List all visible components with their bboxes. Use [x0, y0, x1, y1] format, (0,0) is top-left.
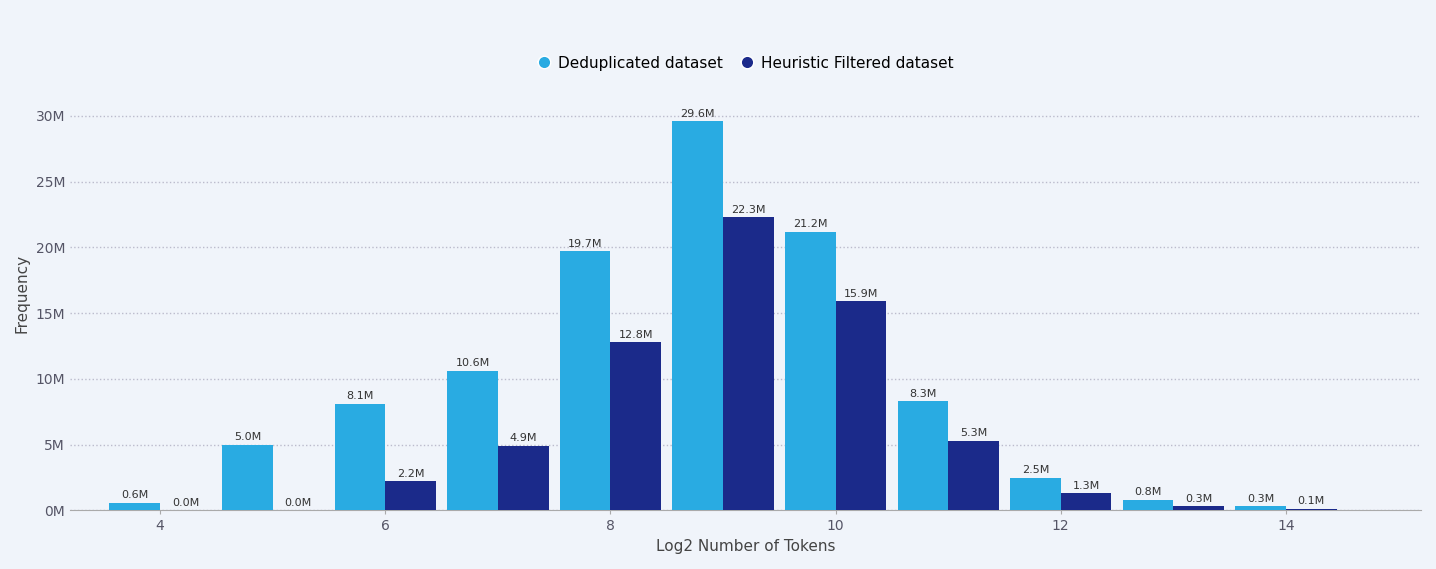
Bar — [335, 404, 385, 510]
Bar — [109, 502, 159, 510]
Text: 19.7M: 19.7M — [567, 239, 602, 249]
Text: 4.9M: 4.9M — [510, 434, 537, 443]
Text: 0.6M: 0.6M — [121, 490, 148, 500]
Text: 2.2M: 2.2M — [396, 469, 425, 479]
Bar — [836, 302, 886, 510]
Text: 15.9M: 15.9M — [844, 288, 877, 299]
Bar — [1235, 506, 1285, 510]
Bar — [610, 342, 661, 510]
Y-axis label: Frequency: Frequency — [14, 254, 30, 333]
Legend: Deduplicated dataset, Heuristic Filtered dataset: Deduplicated dataset, Heuristic Filtered… — [531, 50, 959, 77]
Bar — [385, 481, 437, 510]
Bar — [1285, 509, 1337, 510]
X-axis label: Log2 Number of Tokens: Log2 Number of Tokens — [656, 539, 836, 554]
Text: 0.3M: 0.3M — [1246, 494, 1274, 504]
Text: 29.6M: 29.6M — [681, 109, 715, 118]
Text: 0.3M: 0.3M — [1185, 494, 1212, 504]
Bar — [948, 441, 999, 510]
Bar — [722, 217, 774, 510]
Bar — [498, 446, 549, 510]
Text: 5.3M: 5.3M — [959, 428, 987, 438]
Bar — [898, 401, 948, 510]
Text: 1.3M: 1.3M — [1073, 481, 1100, 490]
Bar — [1061, 493, 1111, 510]
Bar — [785, 232, 836, 510]
Text: 0.0M: 0.0M — [172, 498, 200, 508]
Text: 5.0M: 5.0M — [234, 432, 261, 442]
Bar — [447, 371, 498, 510]
Text: 12.8M: 12.8M — [619, 329, 653, 340]
Text: 0.0M: 0.0M — [284, 498, 312, 508]
Bar — [223, 445, 273, 510]
Bar — [1123, 500, 1173, 510]
Text: 10.6M: 10.6M — [455, 358, 490, 368]
Text: 0.8M: 0.8M — [1134, 487, 1162, 497]
Bar — [1010, 477, 1061, 510]
Text: 8.3M: 8.3M — [909, 389, 936, 399]
Bar — [1173, 506, 1223, 510]
Text: 2.5M: 2.5M — [1022, 465, 1050, 475]
Text: 21.2M: 21.2M — [793, 219, 827, 229]
Text: 22.3M: 22.3M — [731, 205, 765, 215]
Text: 0.1M: 0.1M — [1298, 497, 1325, 506]
Bar — [672, 121, 722, 510]
Bar — [560, 251, 610, 510]
Text: 8.1M: 8.1M — [346, 391, 373, 401]
